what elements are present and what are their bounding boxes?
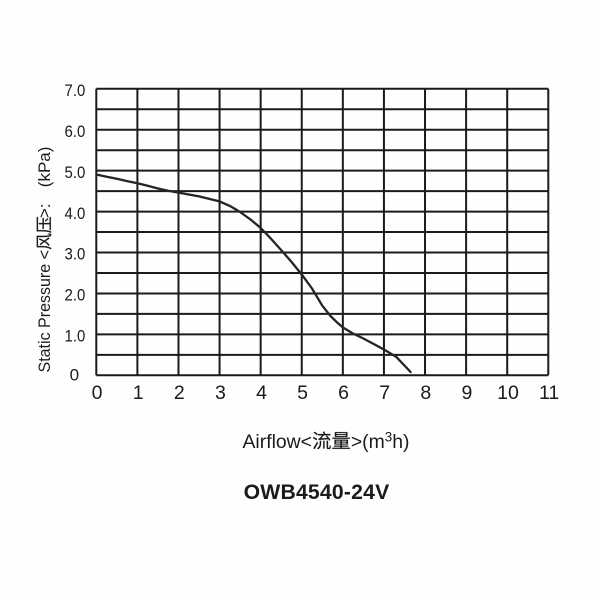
svg-text:5: 5 <box>297 382 308 404</box>
svg-text:9: 9 <box>461 382 472 404</box>
svg-text:4.0: 4.0 <box>65 204 86 223</box>
svg-text:0: 0 <box>70 366 79 385</box>
svg-text:2.0: 2.0 <box>65 286 86 305</box>
svg-text:0: 0 <box>92 382 103 404</box>
svg-text:8: 8 <box>420 382 431 404</box>
svg-text:>:: >: <box>35 203 54 218</box>
svg-text:Static Pressure <: Static Pressure < <box>35 250 54 373</box>
svg-text:h): h) <box>392 431 409 453</box>
svg-text:OWB4540-24V: OWB4540-24V <box>244 481 390 504</box>
svg-text:3: 3 <box>385 430 392 445</box>
svg-text:6.0: 6.0 <box>65 122 86 141</box>
svg-text:7.0: 7.0 <box>65 81 86 100</box>
svg-text:7: 7 <box>379 382 390 404</box>
svg-text:1.0: 1.0 <box>65 327 86 346</box>
svg-text:5.0: 5.0 <box>65 163 86 182</box>
svg-text:4: 4 <box>256 382 267 404</box>
svg-text:3: 3 <box>215 382 226 404</box>
svg-text:(kPa): (kPa) <box>35 147 54 188</box>
svg-text:10: 10 <box>497 382 519 404</box>
svg-text:1: 1 <box>133 382 144 404</box>
svg-text:Airflow<: Airflow< <box>243 431 313 453</box>
svg-text:11: 11 <box>539 382 559 404</box>
svg-text:3.0: 3.0 <box>65 245 86 264</box>
svg-text:6: 6 <box>338 382 349 404</box>
svg-text:>(m: >(m <box>351 431 385 453</box>
svg-text:2: 2 <box>174 382 185 404</box>
